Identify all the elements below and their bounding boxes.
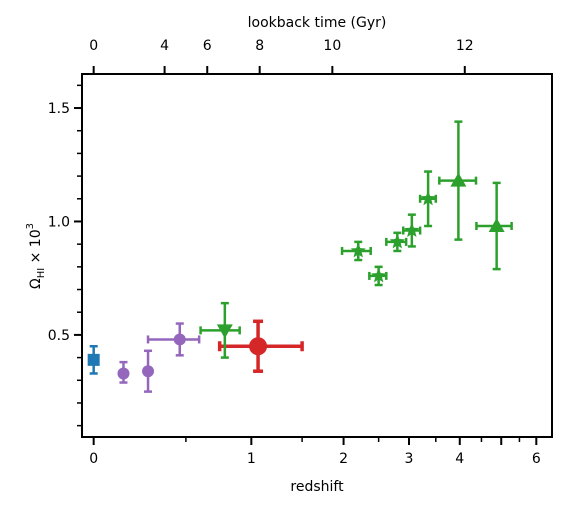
star-marker [420,190,436,206]
triangle-up-marker [450,172,467,187]
x-bottom-tick-label: 3 [405,451,414,467]
x-top-tick-label: 8 [255,38,264,54]
data-point [146,322,201,357]
square-marker [87,353,100,366]
x-bottom-axis-label: redshift [290,479,344,495]
x-top-tick-label: 6 [203,38,212,54]
data-point [438,120,478,241]
x-bottom-tick-label: 4 [455,451,464,467]
data-point [385,231,408,253]
y-axis-label-sub: HI [36,268,47,278]
x-bottom-tick-label: 0 [89,451,98,467]
data-point [418,170,438,228]
data-point [217,319,304,373]
data-point [402,213,422,248]
data-point [117,360,130,384]
x-top-tick-label: 4 [160,38,169,54]
x-bottom-tick-label: 2 [339,451,348,467]
star-marker [350,242,366,258]
y-tick-label: 1.5 [48,101,70,117]
circle-marker [117,367,130,380]
ticks-layer: 0 1 2 3 4 60 4 6 8 10 120.51.01.5 [48,38,541,467]
data-point [87,345,100,375]
circle-marker [142,365,155,378]
circle-marker [249,337,268,356]
y-tick-label: 1.0 [48,214,70,230]
y-axis-label-exp: 3 [25,223,36,229]
x-top-axis-label: lookback time (Gyr) [248,15,387,31]
circle-marker [173,333,186,346]
data-point [475,181,513,271]
y-axis-label-suffix: × 10 [28,229,44,267]
x-bottom-tick-label: 1 [247,451,256,467]
star-marker [389,233,405,249]
plot-frame [81,73,553,438]
y-axis-label: ΩHI × 103 [25,223,47,289]
y-axis-label-main: Ω [28,278,44,289]
data-layer [87,120,513,393]
triangle-up-marker [488,218,505,233]
data-point [199,301,241,359]
data-point [368,265,388,287]
x-top-tick-label: 0 [89,38,98,54]
x-bottom-tick-label: 6 [532,451,541,467]
triangle-down-marker [216,324,233,339]
x-top-tick-label: 10 [323,38,341,54]
data-point [142,349,155,393]
y-tick-label: 0.5 [48,328,70,344]
x-top-tick-label: 12 [456,38,474,54]
star-marker [404,222,420,238]
data-point [340,240,372,262]
star-marker [371,267,387,283]
